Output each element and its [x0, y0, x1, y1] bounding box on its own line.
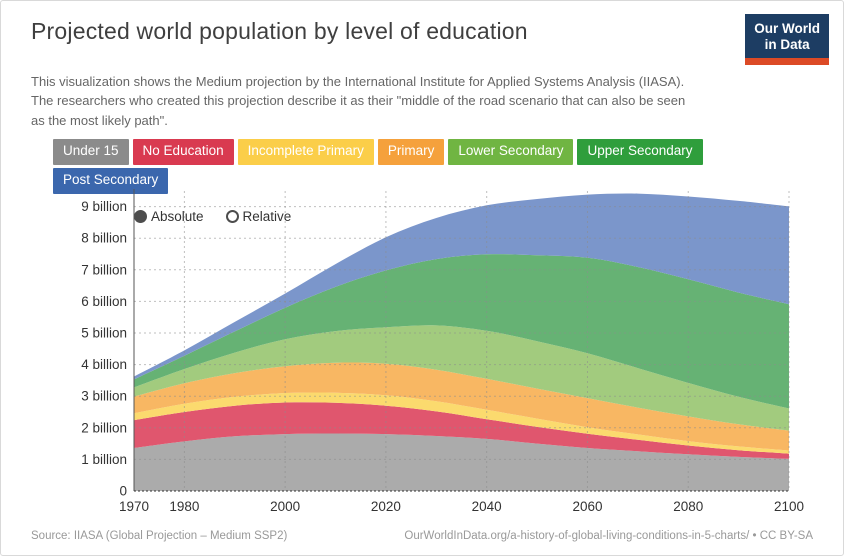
- y-tick-label-4: 4 billion: [81, 357, 127, 372]
- x-tick-label-2000: 2000: [270, 499, 300, 514]
- legend-button-post-secondary[interactable]: Post Secondary: [53, 168, 169, 195]
- legend-button-lower-secondary[interactable]: Lower Secondary: [448, 139, 574, 166]
- legend-button-primary[interactable]: Primary: [377, 139, 445, 166]
- legend-button-under-15[interactable]: Under 15: [53, 139, 129, 166]
- owid-logo-line2: in Data: [764, 36, 810, 52]
- relative-radio-icon[interactable]: [225, 210, 239, 224]
- relative-label: Relative: [242, 209, 292, 225]
- absolute-option[interactable]: Absolute: [134, 209, 204, 224]
- area-series-primary[interactable]: [134, 362, 789, 451]
- chart-title: Projected world population by level of e…: [31, 18, 528, 44]
- area-series-lower-secondary[interactable]: [134, 325, 789, 431]
- x-tick-label-1970: 1970: [119, 499, 149, 514]
- y-tick-label-2: 2 billion: [81, 420, 127, 435]
- area-series-post-secondary[interactable]: [134, 193, 789, 380]
- y-tick-label-7: 7 billion: [81, 262, 127, 277]
- y-tick-label-5: 5 billion: [81, 326, 127, 341]
- education-level-legend: Under 15 No Education Incomplete Primary…: [53, 139, 773, 195]
- x-tick-label-1980: 1980: [169, 499, 199, 514]
- owid-logo-line1: Our World: [754, 21, 820, 36]
- legend-button-incomplete-primary[interactable]: Incomplete Primary: [237, 139, 374, 166]
- area-series-no-education[interactable]: [134, 402, 789, 459]
- x-tick-label-2020: 2020: [371, 499, 401, 514]
- y-tick-label-8: 8 billion: [81, 231, 127, 246]
- y-tick-label-0: 0: [119, 484, 127, 499]
- area-series-under-15[interactable]: [134, 433, 789, 492]
- chart-area: 0 1 billion 2 billion 3 billion 4 billion 5 b…: [1, 181, 844, 526]
- x-tick-label-2040: 2040: [472, 499, 502, 514]
- absolute-radio-icon[interactable]: [134, 210, 147, 224]
- relative-option[interactable]: Relative: [225, 209, 292, 225]
- legend-button-upper-secondary[interactable]: Upper Secondary: [577, 139, 703, 166]
- legend-button-no-education[interactable]: No Education: [132, 139, 234, 166]
- chart-subtitle: This visualization shows the Medium proj…: [31, 73, 686, 128]
- chart-footer: Source: IIASA (Global Projection – Mediu…: [1, 530, 843, 555]
- owid-logo[interactable]: Our World in Data: [745, 14, 829, 65]
- source-note: Source: IIASA (Global Projection – Mediu…: [31, 530, 288, 542]
- y-tick-label-9: 9 billion: [81, 199, 127, 214]
- x-tick-label-2080: 2080: [673, 499, 703, 514]
- area-series-incomplete-primary[interactable]: [134, 392, 789, 454]
- chart-header: Projected world population by level of e…: [1, 1, 843, 65]
- x-tick-label-2100: 2100: [774, 499, 804, 514]
- x-tick-label-2060: 2060: [572, 499, 602, 514]
- y-tick-label-6: 6 billion: [81, 294, 127, 309]
- citation-link[interactable]: OurWorldInData.org/a-history-of-global-l…: [404, 530, 813, 542]
- y-tick-label-3: 3 billion: [81, 389, 127, 404]
- area-series-upper-secondary[interactable]: [134, 254, 789, 409]
- absolute-label: Absolute: [151, 209, 204, 225]
- y-tick-label-1: 1 billion: [81, 452, 127, 467]
- absolute-relative-toggle: Absolute Relative: [134, 209, 843, 224]
- population-stacked-area-chart[interactable]: 0 1 billion 2 billion 3 billion 4 billion 5 b…: [1, 181, 844, 526]
